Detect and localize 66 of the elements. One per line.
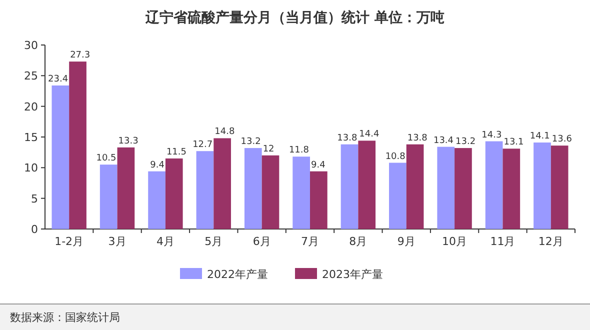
data-label: 13.2 bbox=[456, 137, 476, 148]
data-label: 14.4 bbox=[359, 130, 380, 140]
y-tick-label: 30 bbox=[24, 39, 38, 52]
y-tick-label: 5 bbox=[31, 192, 38, 206]
data-label: 14.8 bbox=[214, 127, 235, 138]
legend-label: 2022年产量 bbox=[207, 268, 268, 281]
bar bbox=[148, 171, 166, 229]
x-tick-label: 1-2月 bbox=[54, 235, 84, 248]
bar bbox=[534, 142, 551, 229]
bar bbox=[389, 162, 406, 229]
y-tick-label: 15 bbox=[24, 131, 38, 144]
data-label: 9.4 bbox=[311, 160, 326, 170]
data-label: 11.5 bbox=[166, 147, 186, 158]
x-tick-label: 3月 bbox=[108, 235, 126, 248]
x-tick-label: 8月 bbox=[349, 235, 368, 248]
data-label: 13.3 bbox=[118, 136, 138, 146]
bar bbox=[502, 148, 520, 229]
bar bbox=[406, 144, 424, 229]
data-label: 12.7 bbox=[192, 140, 213, 150]
bar bbox=[340, 144, 358, 229]
data-label: 13.2 bbox=[240, 137, 261, 148]
y-tick-label: 10 bbox=[24, 162, 38, 175]
bar bbox=[262, 155, 280, 229]
bar bbox=[69, 62, 86, 229]
x-tick-label: 7月 bbox=[301, 235, 319, 248]
bar bbox=[100, 164, 118, 229]
bar bbox=[454, 148, 472, 229]
bar bbox=[292, 156, 310, 229]
y-tick-label: 25 bbox=[24, 70, 38, 83]
bar bbox=[52, 85, 70, 229]
data-label: 12 bbox=[262, 144, 274, 154]
x-tick-label: 5月 bbox=[204, 235, 223, 248]
data-label: 10.5 bbox=[96, 154, 116, 164]
data-label: 10.8 bbox=[385, 152, 406, 162]
bar bbox=[244, 148, 262, 229]
x-tick-label: 11月 bbox=[490, 235, 516, 248]
y-tick-label: 20 bbox=[24, 100, 38, 114]
bar bbox=[437, 146, 455, 229]
bar bbox=[550, 146, 568, 229]
data-label: 13.4 bbox=[434, 136, 454, 146]
data-label: 11.8 bbox=[288, 146, 310, 156]
bar bbox=[214, 138, 231, 229]
bar bbox=[310, 171, 328, 229]
bar bbox=[196, 151, 214, 229]
chart-title: 辽宁省硫酸产量分月（当月值）统计 单位：万吨 bbox=[144, 9, 444, 26]
x-tick-label: 4月 bbox=[156, 235, 174, 248]
x-tick-label: 12月 bbox=[538, 235, 564, 248]
source-note: 数据来源：国家统计局 bbox=[10, 311, 120, 324]
y-tick-label: 0 bbox=[31, 223, 38, 236]
data-label: 13.8 bbox=[407, 133, 428, 144]
x-tick-label: 10月 bbox=[442, 235, 468, 248]
data-label: 9.4 bbox=[150, 160, 165, 170]
bar bbox=[485, 141, 503, 229]
data-label: 13.8 bbox=[337, 133, 358, 144]
bar bbox=[358, 140, 376, 229]
x-tick-label: 6月 bbox=[252, 235, 271, 248]
x-tick-label: 9月 bbox=[397, 235, 416, 248]
data-label: 14.3 bbox=[482, 130, 502, 140]
data-label: 23.4 bbox=[48, 74, 68, 84]
bar bbox=[165, 158, 183, 229]
data-label: 13.1 bbox=[504, 138, 524, 148]
legend-label: 2023年产量 bbox=[322, 268, 383, 281]
data-label: 27.3 bbox=[70, 50, 90, 61]
bar bbox=[117, 147, 135, 229]
data-label: 13.6 bbox=[552, 134, 572, 145]
data-label: 14.1 bbox=[530, 132, 550, 142]
